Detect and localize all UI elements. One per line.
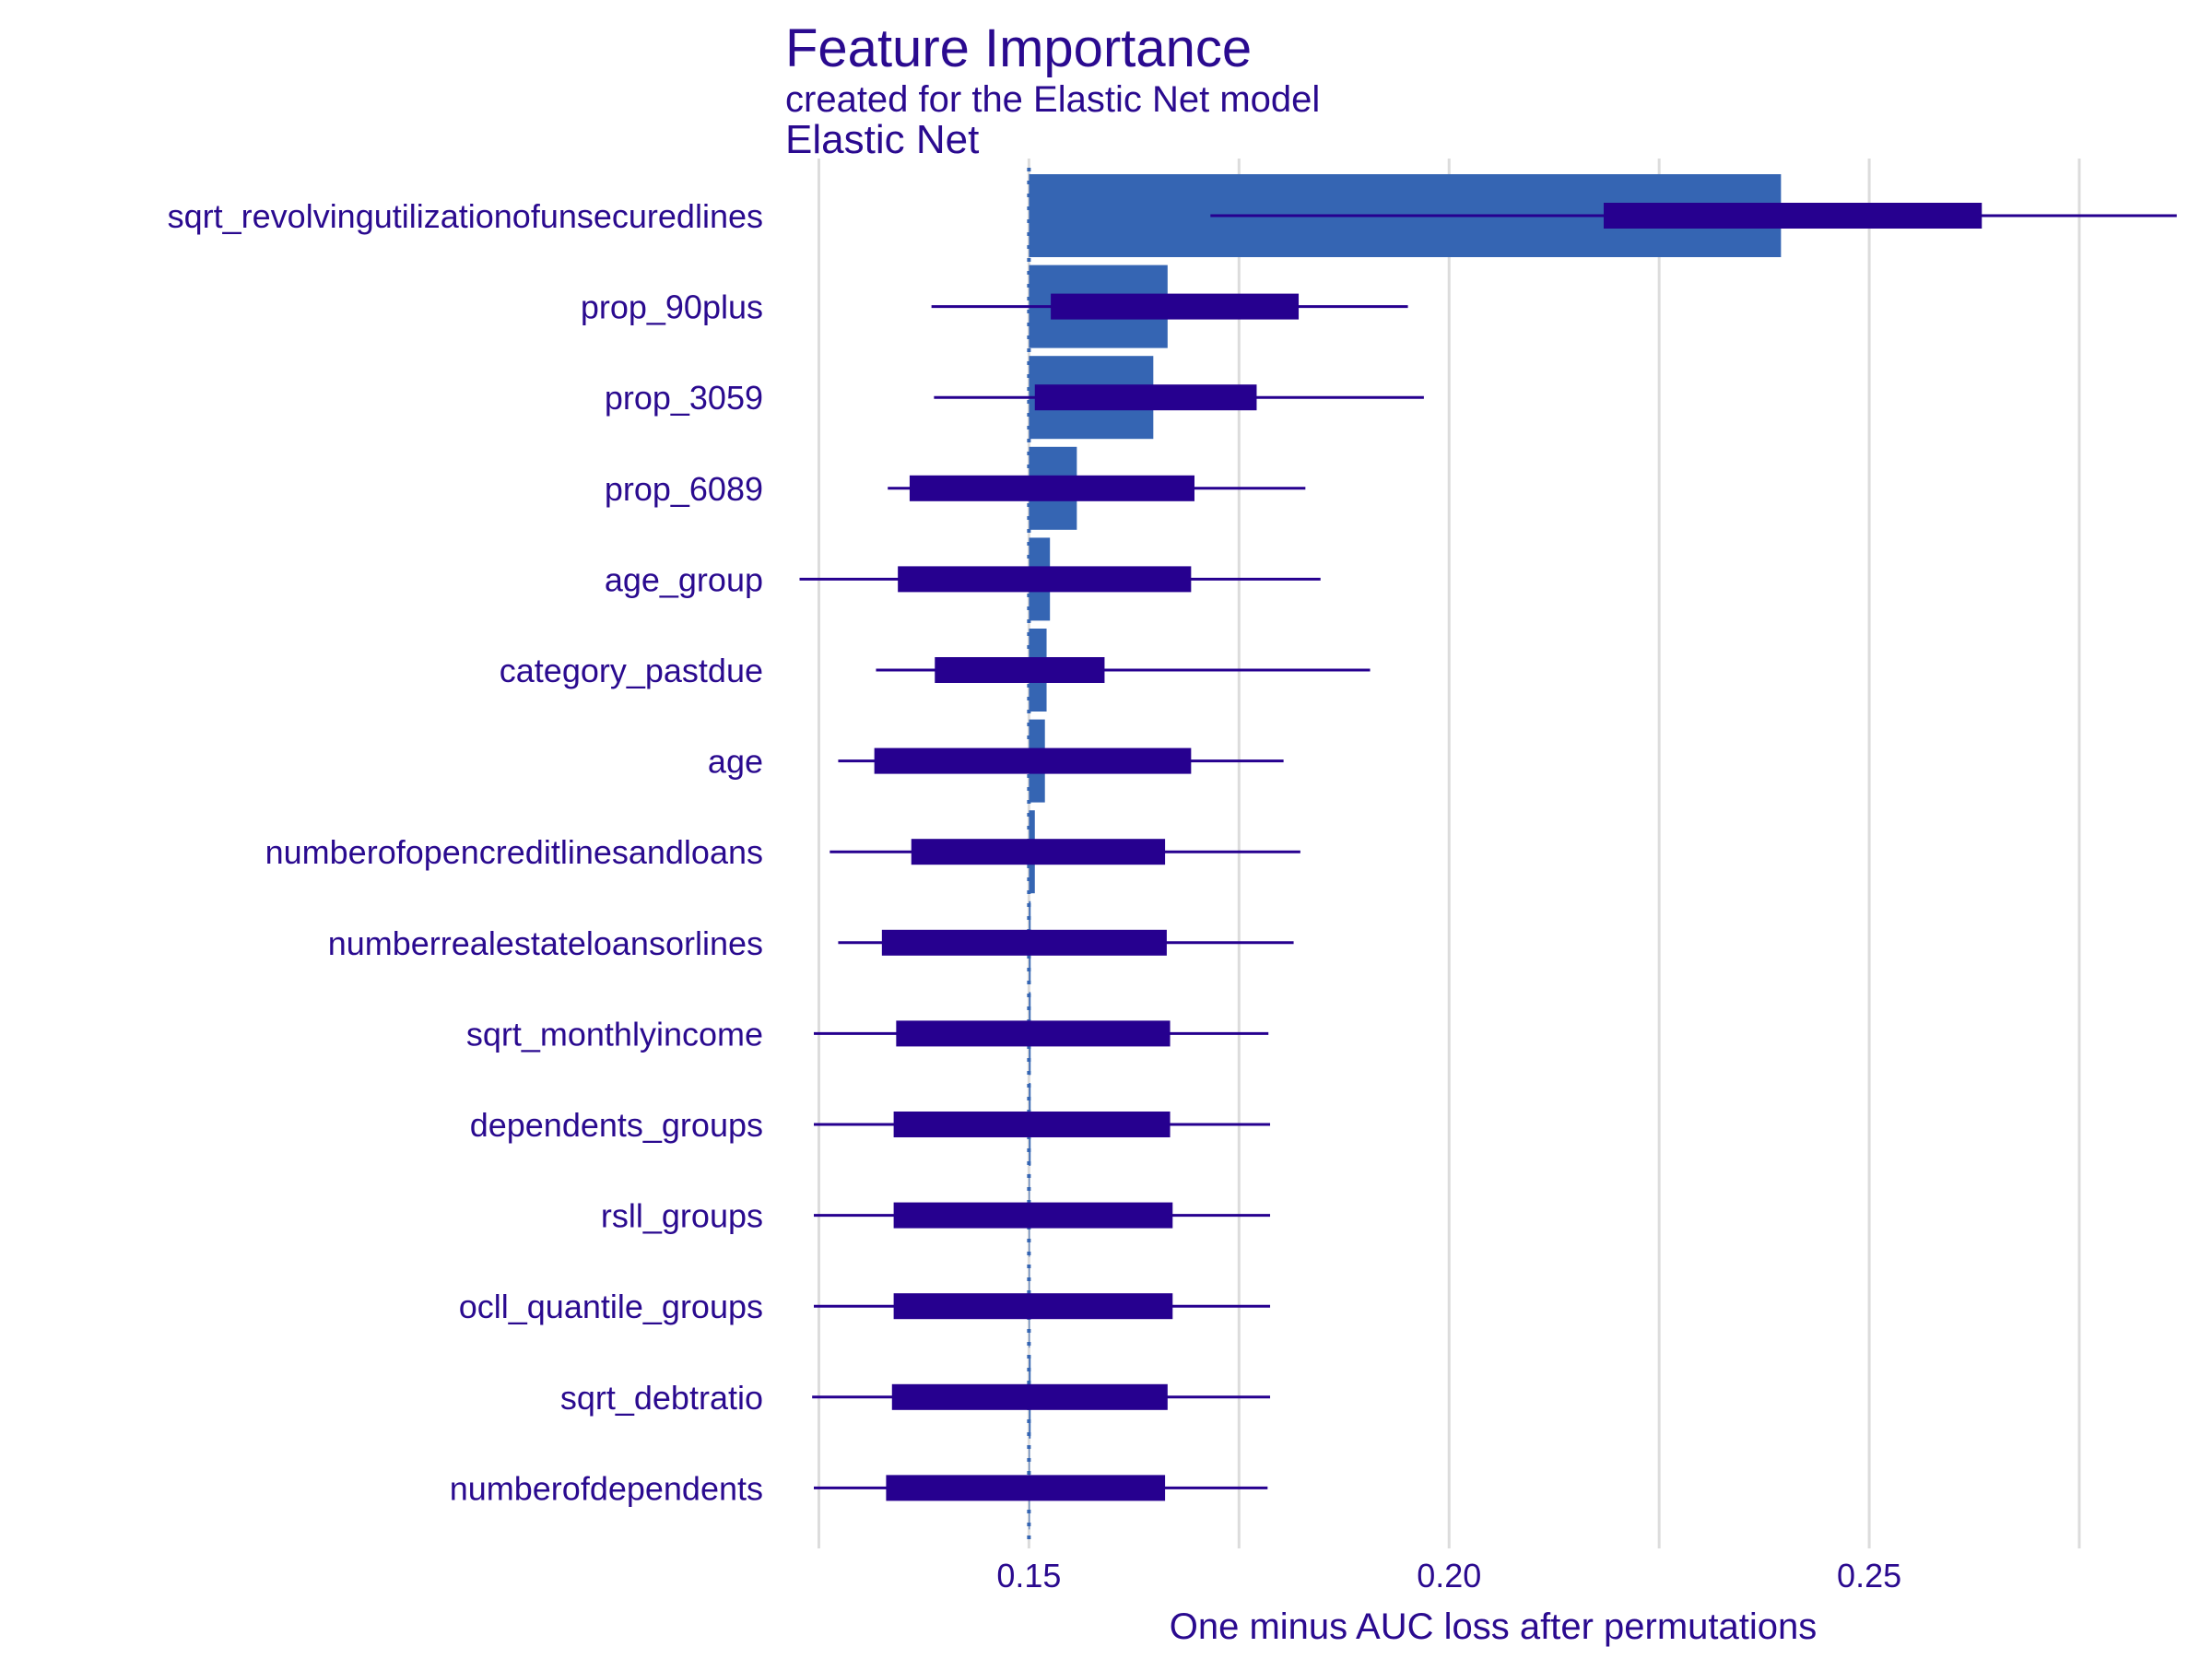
chart-title: Feature Importance — [785, 18, 1252, 78]
interval-box — [898, 566, 1192, 593]
x-axis-title: One minus AUC loss after permutations — [1170, 1606, 1818, 1647]
permutation-intervals — [799, 203, 2177, 1501]
y-axis-label: numberofdependents — [450, 1469, 763, 1507]
x-tick-label: 0.15 — [996, 1557, 1061, 1594]
y-axis-label: prop_90plus — [581, 288, 763, 326]
y-axis-label: numberrealestateloansorlines — [328, 924, 763, 962]
y-axis-labels: sqrt_revolvingutilizationofunsecuredline… — [168, 197, 763, 1507]
interval-box — [893, 1293, 1173, 1320]
interval-box — [886, 1475, 1166, 1501]
y-axis-label: numberofopencreditlinesandloans — [265, 833, 763, 871]
interval-box — [1034, 384, 1257, 411]
x-tick-label: 0.25 — [1837, 1557, 1901, 1594]
interval-box — [893, 1202, 1173, 1229]
interval-box — [1051, 293, 1300, 320]
y-axis-label: prop_6089 — [605, 470, 763, 508]
interval-box — [1603, 203, 1983, 229]
interval-box — [891, 1383, 1168, 1410]
chart-subtitle: created for the Elastic Net model — [785, 79, 1320, 120]
y-axis-label: dependents_groups — [470, 1106, 763, 1144]
x-axis-ticks: 0.15 0.20 0.25 — [996, 1557, 1901, 1594]
interval-box — [935, 657, 1105, 683]
interval-box — [881, 929, 1167, 956]
interval-box — [893, 1112, 1171, 1137]
y-axis-label: sqrt_revolvingutilizationofunsecuredline… — [168, 197, 763, 235]
interval-box — [874, 747, 1192, 774]
y-axis-label: age — [708, 743, 763, 781]
y-axis-label: prop_3059 — [605, 379, 763, 417]
model-label: Elastic Net — [785, 117, 979, 162]
interval-box — [911, 839, 1166, 865]
y-axis-label: sqrt_debtratio — [560, 1379, 763, 1417]
y-axis-label: rsll_groups — [601, 1197, 763, 1235]
interval-box — [909, 475, 1194, 501]
y-axis-label: age_group — [605, 560, 763, 598]
y-axis-label: sqrt_monthlyincome — [466, 1015, 763, 1053]
y-axis-label: ocll_quantile_groups — [459, 1288, 763, 1325]
y-axis-label: category_pastdue — [500, 652, 763, 689]
interval-box — [896, 1020, 1171, 1047]
x-tick-label: 0.20 — [1417, 1557, 1481, 1594]
